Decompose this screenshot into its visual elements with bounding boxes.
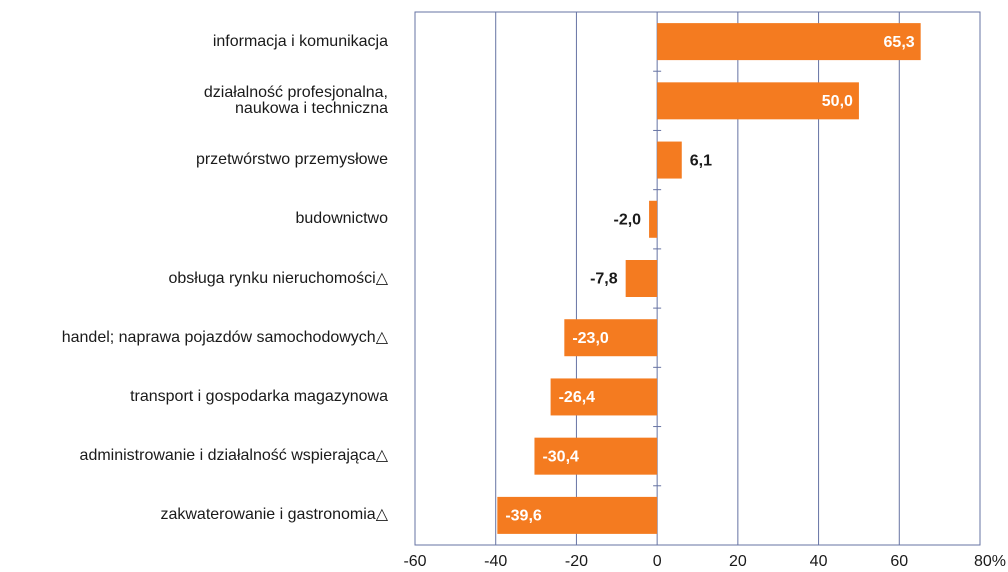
category-label: przetwórstwo przemysłowe xyxy=(195,151,388,169)
category-label: handel; naprawa pojazdów samochodowych△ xyxy=(61,328,388,346)
category-label: administrowanie i działalność wspierając… xyxy=(79,447,388,465)
bar xyxy=(550,378,658,416)
bar xyxy=(534,437,658,475)
bar xyxy=(625,260,658,297)
bar xyxy=(649,200,658,238)
value-label: 6,1 xyxy=(690,152,712,169)
bar xyxy=(657,82,859,120)
value-label: 65,3 xyxy=(884,34,915,51)
x-tick-label: 20 xyxy=(729,553,747,570)
x-tick-label: 80% xyxy=(974,553,1006,570)
category-label: informacja i komunikacja xyxy=(212,32,388,50)
value-label: -2,0 xyxy=(613,211,641,228)
value-label: -26,4 xyxy=(559,389,596,406)
x-tick-label: -20 xyxy=(565,553,588,570)
category-label: działalność profesjonalna, naukowa i tec… xyxy=(203,83,388,117)
x-tick-label: -40 xyxy=(484,553,507,570)
value-label: -39,6 xyxy=(505,508,542,525)
value-label: -30,4 xyxy=(542,448,579,465)
category-label: zakwaterowanie i gastronomia△ xyxy=(160,506,388,524)
bar xyxy=(564,319,658,357)
bar xyxy=(657,141,682,179)
x-tick-label: 0 xyxy=(653,553,662,570)
bar xyxy=(657,23,921,61)
value-label: -7,8 xyxy=(590,271,618,288)
category-label: obsługa rynku nieruchomości△ xyxy=(168,269,388,287)
category-label: transport i gospodarka magazynowa xyxy=(130,387,388,405)
category-label: budownictwo xyxy=(295,210,389,228)
plot-frame xyxy=(414,11,981,546)
bar xyxy=(497,496,658,534)
value-label: -23,0 xyxy=(572,330,609,347)
value-label: 50,0 xyxy=(822,93,853,110)
x-tick-label: -60 xyxy=(403,553,426,570)
x-tick-label: 40 xyxy=(810,553,828,570)
x-tick-label: 60 xyxy=(890,553,908,570)
